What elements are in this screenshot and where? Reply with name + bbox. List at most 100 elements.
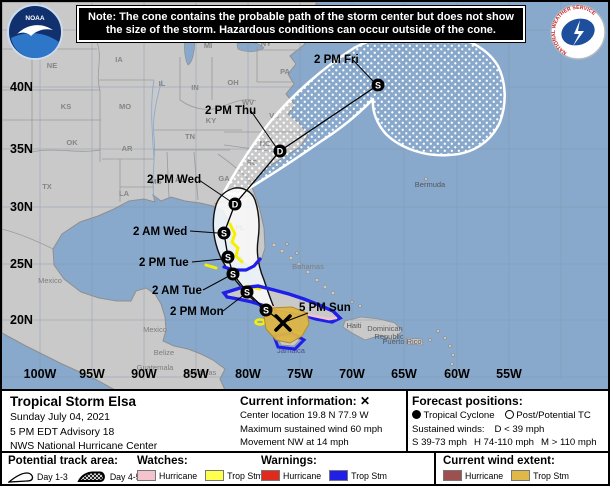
hispaniola-island xyxy=(342,316,403,341)
state-label: AL xyxy=(175,175,185,184)
time-label-2pm-mon: 2 PM Mon xyxy=(170,306,224,318)
lon-label: 65W xyxy=(391,367,417,381)
legend-wind-extent: Current wind extent: Hurricane Trop Stm xyxy=(443,454,569,481)
state-label: LA xyxy=(119,189,130,198)
warnings-title: Warnings: xyxy=(261,455,317,467)
time-label-2am-tue: 2 AM Tue xyxy=(152,285,202,297)
state-label: IN xyxy=(191,83,199,92)
wind-category-m: M > 110 mph xyxy=(541,437,597,448)
lat-label: 20N xyxy=(10,313,33,327)
lon-label: 55W xyxy=(496,367,522,381)
place-label-puerto-rico: Puerto Rico xyxy=(382,337,421,346)
hurricane-warning-swatch xyxy=(261,470,280,481)
ts-warning-swatch xyxy=(329,470,349,481)
day1-3-cone-icon xyxy=(8,472,34,483)
marker-2pm-wed: D xyxy=(228,197,242,211)
legend-watches: Watches: Hurricane Trop Stm xyxy=(137,454,263,481)
place-labels: Mexico Mexico Belize Guatemala Honduras … xyxy=(38,180,446,377)
lon-label: 90W xyxy=(131,367,157,381)
label-leader-lines xyxy=(189,59,374,322)
state-label: MO xyxy=(119,102,131,111)
wind-extent-title: Current wind extent: xyxy=(443,455,555,467)
state-label: IL xyxy=(159,79,166,88)
lon-label: 60W xyxy=(444,367,470,381)
current-information-block: Current information: ✕ Center location 1… xyxy=(240,394,382,451)
ts-watch-swatch xyxy=(205,470,225,481)
hurricane-watch-label: Hurricane xyxy=(159,470,198,481)
note-line1: Note: The cone contains the probable pat… xyxy=(88,11,514,23)
storm-title: Tropical Storm Elsa xyxy=(10,394,137,409)
place-label-haiti: Haiti xyxy=(346,321,361,330)
advisory-date: Sunday July 04, 2021 xyxy=(10,412,110,423)
graticule-labels: 40N 35N 30N 25N 20N 100W 95W 90W 85W 80W… xyxy=(10,80,522,381)
time-label-2am-wed: 2 AM Wed xyxy=(133,226,187,238)
lat-label: 35N xyxy=(10,142,33,156)
tropical-cyclone-label: Tropical Cyclone xyxy=(423,410,495,421)
state-label: TX xyxy=(42,182,52,191)
state-label: OH xyxy=(227,78,238,87)
lat-label: 25N xyxy=(10,257,33,271)
cone-day4-5 xyxy=(222,31,506,197)
legend-divider xyxy=(434,453,436,484)
state-label: TN xyxy=(185,132,195,141)
state-label: AR xyxy=(122,144,133,153)
max-sustained-wind: Maximum sustained wind 60 mph xyxy=(240,423,383,435)
watches-title: Watches: xyxy=(137,455,188,467)
storm-header-block: Tropical Storm Elsa Sunday July 04, 2021… xyxy=(10,394,157,455)
noaa-logo-icon: NOAA xyxy=(7,4,63,60)
lat-label: 40N xyxy=(10,80,33,94)
forecast-positions-title: Forecast positions: xyxy=(412,394,523,408)
cone-disclaimer-note: Note: The cone contains the probable pat… xyxy=(76,5,526,43)
ts-warning-cuba xyxy=(221,284,343,324)
lon-label: 75W xyxy=(287,367,313,381)
state-label: OK xyxy=(66,138,78,147)
marker-2pm-mon: S xyxy=(240,285,254,299)
marker-2am-wed: S xyxy=(217,226,231,240)
state-label: MS xyxy=(150,177,161,186)
advisory-number: 5 PM EDT Advisory 18 xyxy=(10,426,115,438)
potential-track-title: Potential track area: xyxy=(8,455,118,467)
svg-text:D: D xyxy=(232,200,239,210)
hurricane-warning-label: Hurricane xyxy=(283,470,322,481)
time-label-2pm-fri: 2 PM Fri xyxy=(314,54,359,66)
legend-panel: Potential track area: Day 1-3 Day 4-5 Wa… xyxy=(2,451,608,484)
nws-logo-icon: NATIONAL WEATHER SERVICE xyxy=(550,4,606,60)
state-label: IA xyxy=(115,55,123,64)
legend-warnings: Warnings: Hurricane Trop Stm xyxy=(261,454,387,481)
wind-category-d: D < 39 mph xyxy=(494,423,545,435)
time-label-2pm-tue: 2 PM Tue xyxy=(139,257,189,269)
current-position-x-icon xyxy=(274,314,292,332)
place-label-bermuda: Bermuda xyxy=(415,180,446,189)
day4-5-cone-icon xyxy=(77,471,105,482)
place-label-dominican: Dominican xyxy=(367,324,402,333)
state-label: NE xyxy=(47,61,57,70)
marker-2am-tue: S xyxy=(226,267,240,281)
svg-text:S: S xyxy=(230,270,236,280)
forecast-position-markers: S S S S S D D S xyxy=(217,78,385,332)
tropical-cyclone-dot-icon xyxy=(412,410,421,419)
time-label-2pm-wed: 2 PM Wed xyxy=(147,174,201,186)
current-position-legend-icon: ✕ xyxy=(360,394,371,408)
info-panel: Tropical Storm Elsa Sunday July 04, 2021… xyxy=(2,389,608,453)
ts-watch-lower-keys xyxy=(204,263,218,270)
svg-text:S: S xyxy=(244,288,250,298)
lon-label: 95W xyxy=(79,367,105,381)
forecast-cone-map: NE IA MI NY NH PA OH IN IL MO KS OK AR T… xyxy=(2,2,608,391)
svg-text:S: S xyxy=(375,81,381,91)
hurricane-wind-extent-label: Hurricane xyxy=(465,470,504,481)
place-label-honduras: Honduras xyxy=(184,368,217,377)
state-label: WV xyxy=(242,98,254,107)
marker-2pm-fri: S xyxy=(371,78,385,92)
sustained-winds-label: Sustained winds: xyxy=(412,423,485,435)
panel-divider xyxy=(406,391,408,453)
hurricane-watch-swatch xyxy=(137,470,156,481)
state-label: PA xyxy=(280,67,290,76)
svg-text:S: S xyxy=(263,306,269,316)
post-potential-tc-label: Post/Potential TC xyxy=(516,410,591,421)
wind-category-s: S 39-73 mph xyxy=(412,437,467,448)
marker-2pm-thu: D xyxy=(273,144,287,158)
ts-wind-extent-label: Trop Stm xyxy=(533,470,569,481)
state-label: MI xyxy=(204,41,212,50)
forecast-positions-block: Forecast positions: Tropical Cyclone Pos… xyxy=(412,394,597,451)
